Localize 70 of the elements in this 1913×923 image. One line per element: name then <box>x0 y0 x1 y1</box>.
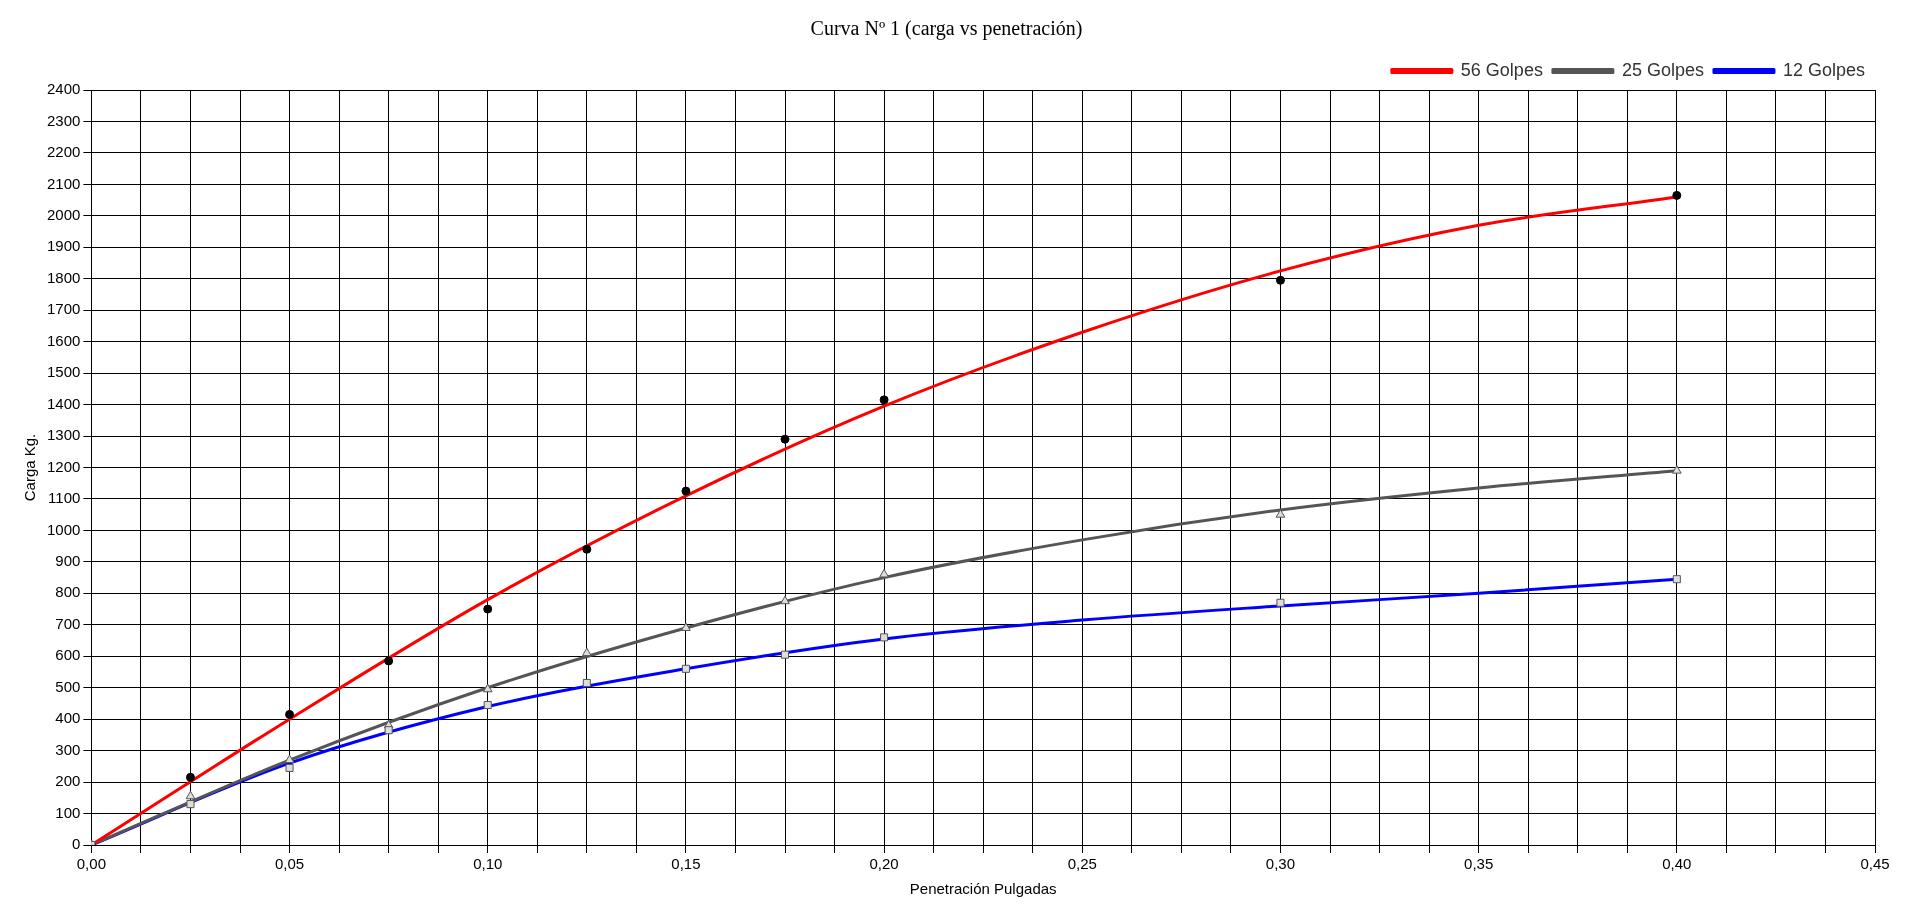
y-tick-label: 200 <box>55 772 81 790</box>
x-axis-title: Penetración Pulgadas <box>909 880 1057 898</box>
y-tick-label: 1500 <box>46 363 81 381</box>
point <box>581 647 592 657</box>
x-tick-label: 0,00 <box>76 855 106 873</box>
x-tick-label: 0,25 <box>1067 855 1097 873</box>
point <box>384 726 393 735</box>
point <box>582 544 592 554</box>
point <box>186 800 195 809</box>
legend-label: 56 Golpes <box>1460 59 1543 80</box>
x-tick-label: 0,05 <box>274 855 305 873</box>
point <box>1275 275 1285 285</box>
y-tick-label: 1200 <box>46 457 81 475</box>
y-tick-label: 1700 <box>46 300 81 318</box>
y-axis-title: Carga Kg. <box>21 433 39 502</box>
y-tick-label: 900 <box>55 552 81 570</box>
point <box>284 754 295 764</box>
point <box>681 486 691 496</box>
y-tick-label: 1600 <box>46 331 81 349</box>
y-tick-label: 700 <box>55 614 81 632</box>
point <box>185 772 195 782</box>
x-tick-label: 0,40 <box>1662 855 1692 873</box>
point <box>681 622 691 631</box>
point <box>780 434 790 444</box>
y-tick-label: 1900 <box>46 237 81 255</box>
x-tick-label: 0,30 <box>1265 855 1296 873</box>
point <box>780 595 790 605</box>
chart-title: Curva Nº 1 (carga vs penetración) <box>810 17 1083 41</box>
point <box>681 664 690 673</box>
point <box>185 790 196 800</box>
y-tick-label: 1000 <box>46 520 81 538</box>
point <box>1672 575 1681 584</box>
x-tick-label: 0,20 <box>869 855 899 873</box>
x-tick-label: 0,15 <box>671 855 701 873</box>
point <box>582 678 591 688</box>
y-tick-label: 100 <box>55 803 81 821</box>
y-tick-label: 1300 <box>46 426 81 444</box>
y-tick-label: 2300 <box>46 111 81 129</box>
y-tick-label: 2400 <box>46 80 81 98</box>
point <box>1671 465 1682 474</box>
y-tick-label: 2000 <box>46 205 81 223</box>
point <box>285 763 294 772</box>
x-tick-label: 0,35 <box>1464 855 1494 873</box>
legend-label: 12 Golpes <box>1782 59 1866 80</box>
point <box>879 395 889 405</box>
point <box>879 568 889 578</box>
point <box>384 656 394 666</box>
point <box>1276 598 1285 607</box>
point <box>483 604 493 614</box>
y-tick-label: 1400 <box>46 394 81 412</box>
y-tick-label: 1800 <box>46 268 81 286</box>
y-tick-label: 400 <box>55 709 81 727</box>
y-tick-label: 2200 <box>46 143 81 161</box>
point <box>1275 509 1286 518</box>
y-tick-label: 2100 <box>46 174 81 192</box>
y-tick-label: 500 <box>55 677 81 695</box>
y-tick-label: 1100 <box>48 489 81 507</box>
point <box>482 683 493 693</box>
point <box>880 633 889 642</box>
x-tick-label: 0,10 <box>473 855 503 873</box>
point <box>780 650 790 659</box>
point <box>285 709 295 719</box>
legend-label: 25 Golpes <box>1621 59 1704 80</box>
point <box>483 700 492 710</box>
y-tick-label: 800 <box>55 583 81 601</box>
x-tick-label: 0,45 <box>1860 855 1890 873</box>
y-tick-label: 0 <box>72 835 81 853</box>
y-tick-label: 600 <box>55 646 81 664</box>
y-tick-label: 300 <box>55 740 81 758</box>
point <box>1672 190 1682 200</box>
